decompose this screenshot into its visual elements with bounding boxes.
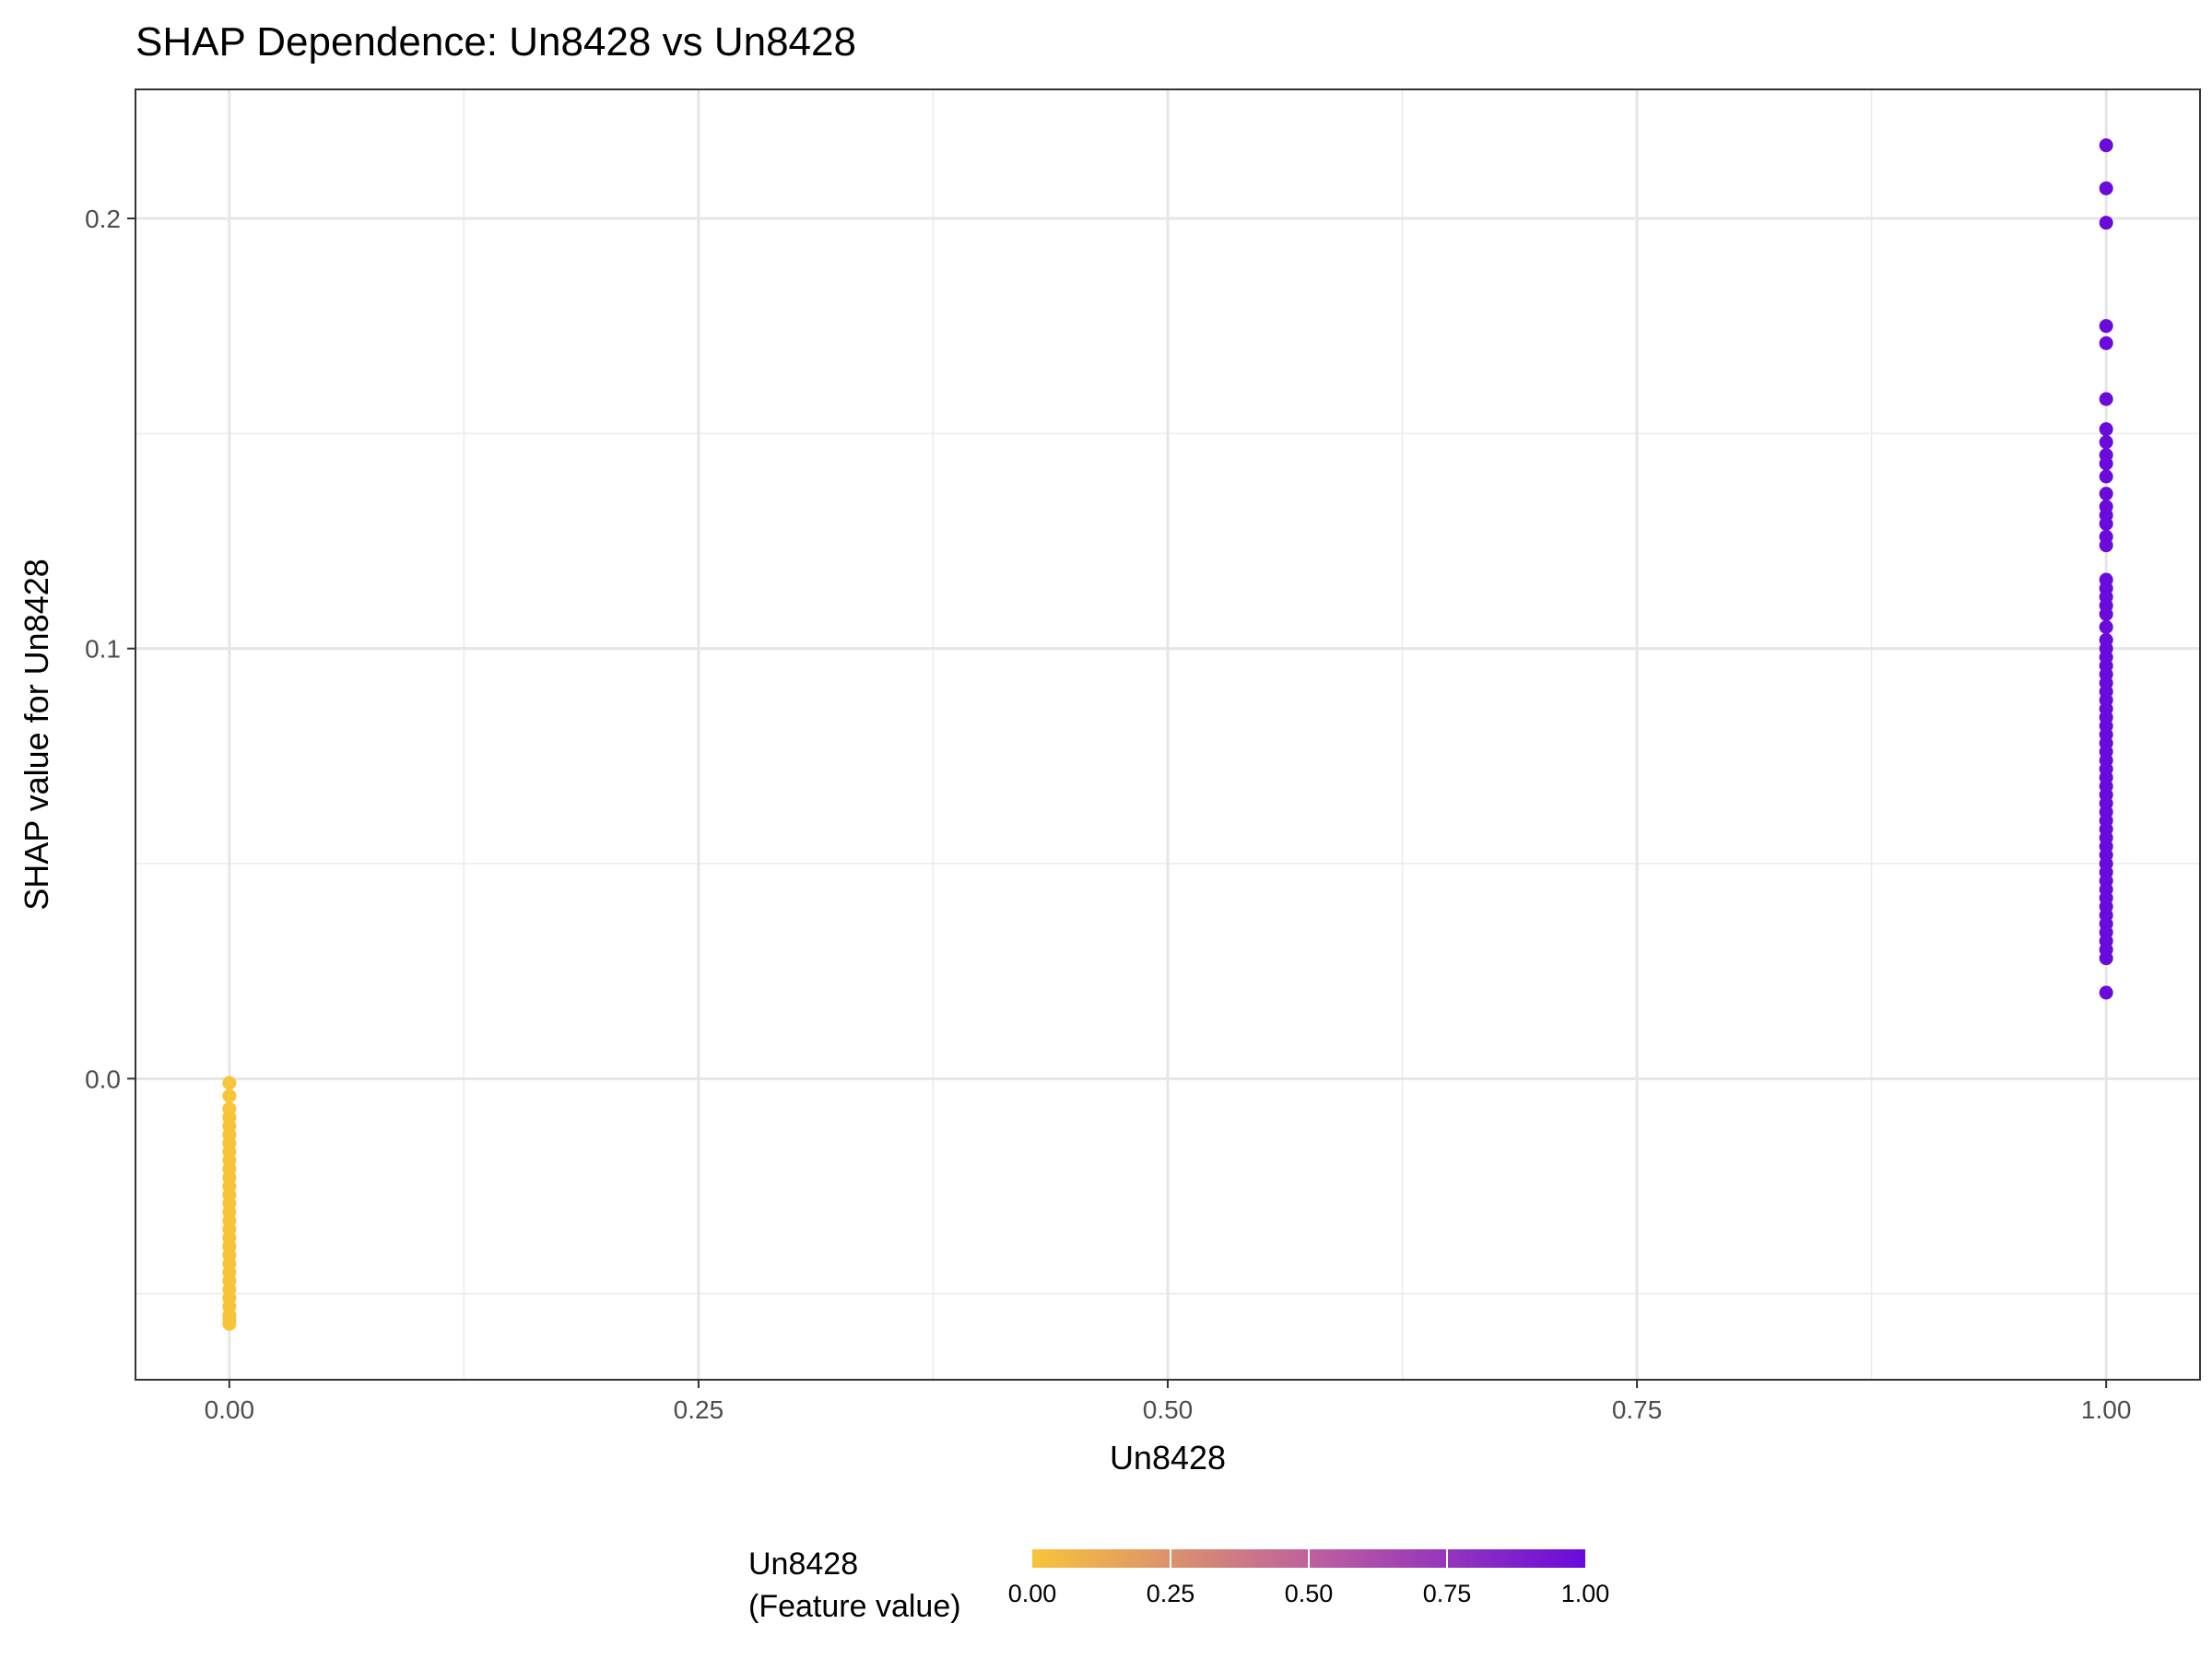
legend-title-line1: Un8428 [748, 1547, 858, 1582]
data-point [2099, 335, 2113, 350]
data-point [222, 1076, 237, 1090]
legend-tick-label: 0.75 [1423, 1580, 1472, 1607]
y-axis-title: SHAP value for Un8428 [18, 559, 55, 911]
legend-tick-label: 0.50 [1285, 1580, 1334, 1607]
legend-tick-label: 0.00 [1008, 1580, 1057, 1607]
x-tick-label: 0.50 [1143, 1395, 1194, 1424]
data-point [2099, 392, 2113, 406]
y-tick-label: 0.0 [85, 1065, 121, 1093]
x-tick-label: 0.00 [205, 1395, 255, 1424]
data-point [2099, 606, 2113, 621]
x-tick-label: 1.00 [2081, 1395, 2132, 1424]
data-point [2099, 435, 2113, 450]
scatter-points [222, 138, 2113, 1331]
data-point [2099, 487, 2113, 501]
data-point [2099, 456, 2113, 471]
data-point [2099, 538, 2113, 553]
x-axis-title: Un8428 [1110, 1439, 1226, 1477]
chart-title: SHAP Dependence: Un8428 vs Un8428 [135, 19, 856, 65]
color-legend: Un8428 (Feature value) 0.00 0.25 0.50 0.75 1… [748, 1547, 1609, 1624]
legend-ticks: 0.00 0.25 0.50 0.75 1.00 [1008, 1549, 1610, 1607]
x-tick-label: 0.75 [1612, 1395, 1663, 1424]
x-axis-ticks: 0.00 0.25 0.50 0.75 1.00 [205, 1380, 2132, 1424]
data-point [222, 1316, 237, 1331]
data-point [2099, 181, 2113, 195]
legend-tick-label: 0.25 [1147, 1580, 1195, 1607]
data-point [2099, 319, 2113, 334]
data-point [2099, 422, 2113, 437]
data-point [2099, 951, 2113, 966]
data-point [2099, 138, 2113, 153]
data-point [2099, 985, 2113, 1000]
y-tick-label: 0.1 [85, 635, 121, 664]
data-point [2099, 216, 2113, 230]
grid-lines [135, 89, 2200, 1380]
data-point [2099, 619, 2113, 634]
legend-tick-label: 1.00 [1561, 1580, 1610, 1607]
x-tick-label: 0.25 [674, 1395, 724, 1424]
data-point [2099, 469, 2113, 484]
data-point [2099, 516, 2113, 531]
legend-title-line2: (Feature value) [748, 1589, 961, 1624]
data-point [222, 1088, 237, 1103]
y-axis-ticks: 0.0 0.1 0.2 [85, 205, 135, 1093]
y-tick-label: 0.2 [85, 205, 121, 233]
